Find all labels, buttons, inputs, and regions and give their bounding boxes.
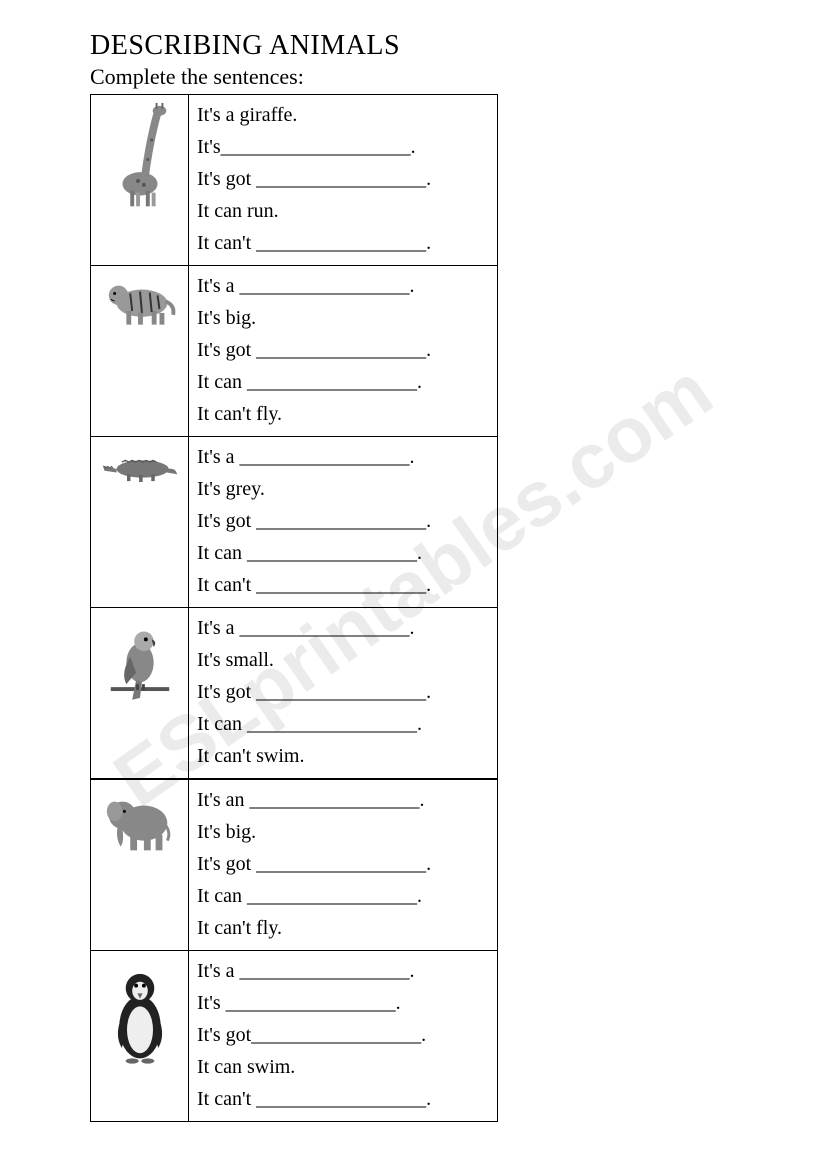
animal-image-cell [91, 780, 189, 951]
worksheet-table-1: It's a giraffe. It's___________________.… [90, 94, 498, 779]
sentence-line: It's grey. [197, 473, 489, 505]
sentence-line: It's small. [197, 644, 489, 676]
worksheet-table-2: It's an _________________. It's big. It'… [90, 779, 498, 1122]
table-row: It's a _________________. It's big. It's… [91, 266, 498, 437]
sentence-line: It's an _________________. [197, 784, 489, 816]
page-title: DESCRIBING ANIMALS [90, 30, 826, 62]
table-row: It's a _________________. It's grey. It'… [91, 437, 498, 608]
sentence-line: It can swim. [197, 1051, 489, 1083]
tiger-icon [101, 272, 179, 331]
animal-image-cell [91, 608, 189, 779]
sentence-cell: It's a _________________. It's grey. It'… [189, 437, 498, 608]
sentence-line: It's a _________________. [197, 612, 489, 644]
sentence-line: It can _________________. [197, 880, 489, 912]
sentence-line: It's got _________________. [197, 676, 489, 708]
table-row: It's a _________________. It's _________… [91, 951, 498, 1122]
sentence-line: It's got_________________. [197, 1019, 489, 1051]
elephant-icon [101, 786, 179, 854]
table-row: It's a _________________. It's small. It… [91, 608, 498, 779]
sentence-line: It can't swim. [197, 740, 489, 772]
sentence-line: It can _________________. [197, 366, 489, 398]
animal-image-cell [91, 95, 189, 266]
table-row: It's an _________________. It's big. It'… [91, 780, 498, 951]
giraffe-icon [101, 101, 179, 208]
sentence-line: It's___________________. [197, 131, 489, 163]
sentence-line: It's a giraffe. [197, 99, 489, 131]
sentence-line: It can't _________________. [197, 1083, 489, 1115]
sentence-line: It's got _________________. [197, 505, 489, 537]
table-row: It's a giraffe. It's___________________.… [91, 95, 498, 266]
sentence-line: It can't fly. [197, 912, 489, 944]
sentence-cell: It's an _________________. It's big. It'… [189, 780, 498, 951]
sentence-line: It's a _________________. [197, 441, 489, 473]
sentence-line: It's a _________________. [197, 270, 489, 302]
sentence-cell: It's a _________________. It's _________… [189, 951, 498, 1122]
sentence-cell: It's a giraffe. It's___________________.… [189, 95, 498, 266]
animal-image-cell [91, 951, 189, 1122]
sentence-line: It can't _________________. [197, 227, 489, 259]
sentence-line: It's big. [197, 302, 489, 334]
penguin-icon [101, 957, 179, 1074]
sentence-cell: It's a _________________. It's small. It… [189, 608, 498, 779]
animal-image-cell [91, 437, 189, 608]
sentence-line: It can _________________. [197, 537, 489, 569]
sentence-line: It's got _________________. [197, 163, 489, 195]
sentence-line: It can _________________. [197, 708, 489, 740]
sentence-line: It's got _________________. [197, 848, 489, 880]
sentence-line: It's big. [197, 816, 489, 848]
sentence-line: It can run. [197, 195, 489, 227]
crocodile-icon [101, 443, 179, 486]
sentence-line: It can't _________________. [197, 569, 489, 601]
page-subtitle: Complete the sentences: [90, 64, 826, 90]
sentence-line: It's got _________________. [197, 334, 489, 366]
sentence-line: It can't fly. [197, 398, 489, 430]
parrot-icon [101, 614, 179, 702]
sentence-line: It's _________________. [197, 987, 489, 1019]
sentence-line: It's a _________________. [197, 955, 489, 987]
sentence-cell: It's a _________________. It's big. It's… [189, 266, 498, 437]
animal-image-cell [91, 266, 189, 437]
